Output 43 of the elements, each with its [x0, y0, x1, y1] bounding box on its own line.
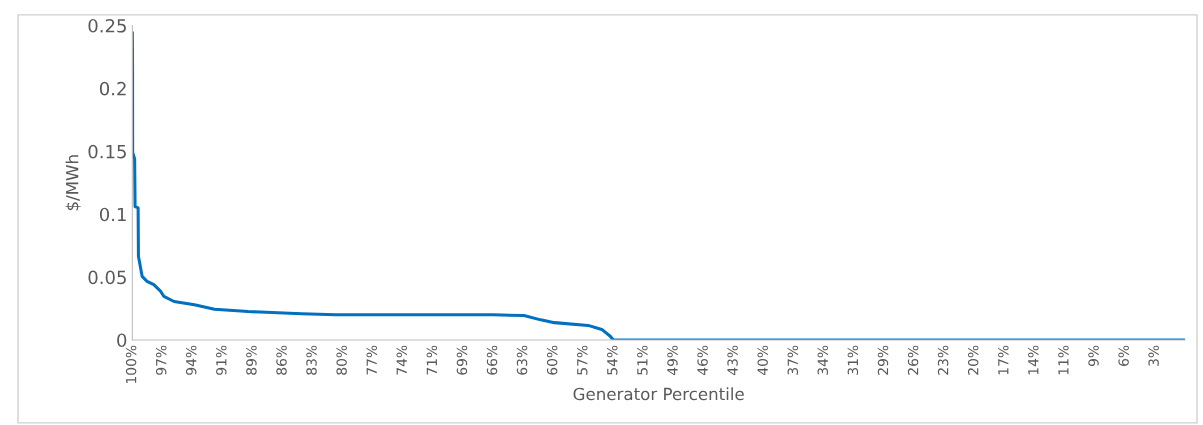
x-tick-label: 80%	[336, 345, 347, 375]
x-tick-label: 77%	[366, 345, 377, 375]
x-tick-label: 57%	[577, 345, 588, 375]
x-tick-label: 31%	[847, 345, 859, 375]
x-tick-label: 97%	[155, 345, 167, 375]
x-tick-label: 94%	[185, 345, 197, 375]
x-tick-label: 20%	[967, 345, 979, 375]
x-tick-label: 6%	[1118, 345, 1129, 366]
y-tick-label: 0.15	[88, 144, 126, 159]
x-tick-label: 51%	[637, 345, 648, 375]
x-tick-label: 11%	[1058, 345, 1069, 375]
x-tick-label: 29%	[877, 345, 889, 375]
y-tick-label: 0.1	[99, 207, 126, 222]
x-tick-label: 91%	[216, 345, 227, 375]
x-tick-label: 66%	[486, 345, 498, 375]
x-tick-label: 74%	[396, 345, 407, 375]
y-tick-label: 0	[117, 333, 127, 348]
x-tick-label: 54%	[607, 345, 618, 375]
x-tick-label: 49%	[667, 345, 678, 376]
x-tick-label: 86%	[276, 345, 287, 375]
y-axis-title: $/MWh	[65, 155, 81, 211]
y-tick-label: 0.2	[99, 81, 126, 96]
x-axis-title: Generator Percentile	[573, 387, 744, 401]
x-tick-label: 34%	[817, 345, 829, 375]
x-tick-label: 43%	[727, 345, 738, 376]
x-tick-label: 89%	[246, 345, 257, 375]
y-tick-label: 0.05	[88, 270, 126, 285]
x-tick-label: 100%	[125, 345, 137, 384]
x-tick-label: 26%	[907, 345, 919, 375]
x-tick-label: 60%	[546, 345, 558, 375]
x-tick-label: 37%	[787, 345, 799, 375]
x-tick-label: 46%	[697, 345, 708, 376]
x-tick-label: 71%	[426, 345, 438, 375]
x-tick-label: 23%	[937, 345, 949, 375]
x-tick-label: 3%	[1148, 345, 1159, 366]
y-tick-label: 0.25	[88, 18, 126, 33]
x-tick-label: 9%	[1088, 345, 1099, 367]
x-tick-label: 69%	[456, 345, 468, 375]
x-tick-label: 17%	[998, 345, 1009, 375]
x-tick-label: 14%	[1028, 345, 1039, 375]
x-tick-label: 83%	[306, 345, 317, 375]
x-tick-label: 40%	[757, 345, 768, 376]
x-tick-label: 63%	[516, 345, 528, 375]
